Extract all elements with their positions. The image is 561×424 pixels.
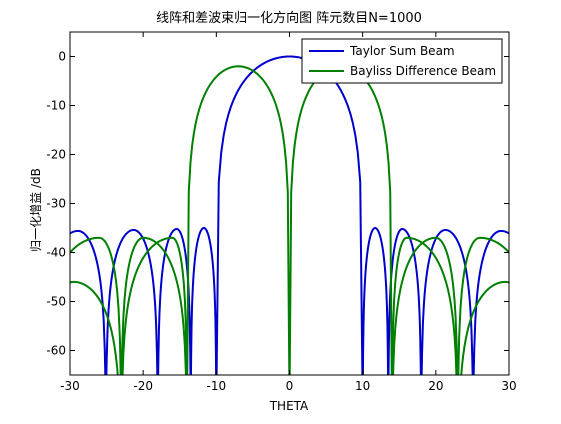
x-tick-label: 0: [286, 379, 294, 393]
legend: Taylor Sum Beam Bayliss Difference Beam: [301, 38, 503, 84]
x-tick-label: 30: [501, 379, 516, 393]
y-tick-label: -10: [46, 99, 66, 113]
legend-label-taylor: Taylor Sum Beam: [349, 44, 455, 58]
axes: -30 -20 -10 0 10 20 30 0 -10 -20 -30 -40 -50 -60: [46, 31, 517, 393]
x-tick-label: -20: [133, 379, 153, 393]
x-tick-label: -10: [207, 379, 227, 393]
series-curves: [70, 55, 509, 375]
y-tick-label: -40: [46, 246, 66, 260]
y-tick-label: 0: [58, 50, 66, 64]
y-tick-label: -30: [46, 197, 66, 211]
y-tick-label: -20: [46, 148, 66, 162]
y-tick-label: -60: [46, 344, 66, 358]
legend-box: [301, 38, 503, 84]
y-axis-title: 归一化增益 /dB: [29, 168, 43, 252]
series-line-taylor: [70, 55, 509, 375]
y-tick-label: -50: [46, 295, 66, 309]
x-axis-title: THETA: [269, 399, 309, 413]
legend-label-bayliss: Bayliss Difference Beam: [350, 64, 496, 78]
x-tick-label: -30: [60, 379, 80, 393]
x-tick-label: 20: [428, 379, 443, 393]
chart-title: 线阵和差波束归一化方向图 阵元数目N=1000: [156, 10, 422, 26]
x-tick-label: 10: [355, 379, 370, 393]
